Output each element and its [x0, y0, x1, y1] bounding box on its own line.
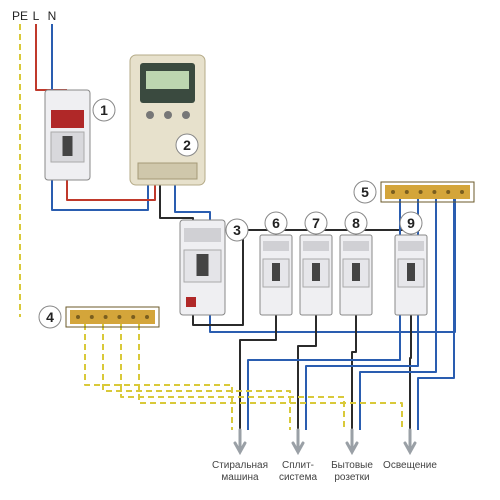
svg-text:PE: PE — [12, 9, 28, 23]
svg-text:Бытовые: Бытовые — [331, 460, 373, 471]
svg-text:7: 7 — [312, 215, 320, 231]
svg-text:Стиральная: Стиральная — [212, 460, 268, 471]
svg-text:2: 2 — [183, 137, 191, 153]
svg-text:3: 3 — [233, 222, 241, 238]
svg-text:машина: машина — [221, 472, 259, 483]
svg-text:5: 5 — [361, 184, 369, 200]
svg-text:L: L — [33, 9, 40, 23]
svg-text:Освещение: Освещение — [383, 460, 437, 471]
svg-text:1: 1 — [100, 102, 108, 118]
svg-text:N: N — [48, 9, 57, 23]
svg-text:4: 4 — [46, 309, 54, 325]
svg-text:система: система — [279, 472, 317, 483]
svg-text:Сплит-: Сплит- — [282, 460, 314, 471]
svg-text:6: 6 — [272, 215, 280, 231]
svg-text:8: 8 — [352, 215, 360, 231]
svg-text:9: 9 — [407, 215, 415, 231]
svg-text:розетки: розетки — [334, 472, 369, 483]
